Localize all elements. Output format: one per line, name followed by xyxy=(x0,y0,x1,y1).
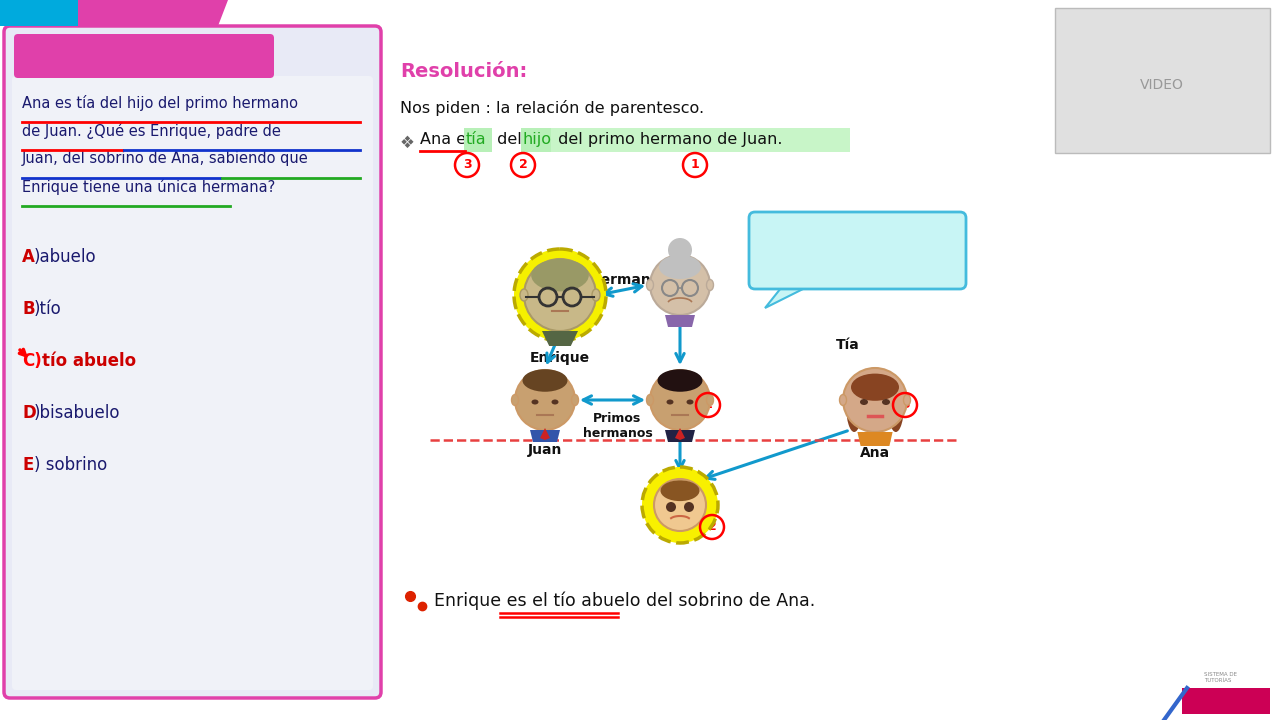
FancyBboxPatch shape xyxy=(1181,688,1270,714)
Polygon shape xyxy=(765,283,815,308)
Text: Juan, del sobrino de Ana, sabiendo que: Juan, del sobrino de Ana, sabiendo que xyxy=(22,151,308,166)
Ellipse shape xyxy=(904,395,910,405)
Text: Resolución:: Resolución: xyxy=(399,62,527,81)
Text: del: del xyxy=(492,132,527,147)
Text: )abuelo: )abuelo xyxy=(35,248,96,266)
FancyBboxPatch shape xyxy=(390,32,1270,692)
Text: Enrique: Enrique xyxy=(530,351,590,365)
FancyBboxPatch shape xyxy=(521,128,553,152)
Circle shape xyxy=(684,502,694,512)
Text: Tía: Tía xyxy=(836,338,860,352)
Circle shape xyxy=(650,370,710,430)
Circle shape xyxy=(650,255,710,315)
Circle shape xyxy=(844,368,908,432)
Ellipse shape xyxy=(512,395,518,405)
Text: B: B xyxy=(22,300,35,318)
Text: Enrique tiene una única hermana?: Enrique tiene una única hermana? xyxy=(22,179,275,195)
Ellipse shape xyxy=(531,259,589,292)
Text: 3: 3 xyxy=(462,158,471,171)
FancyBboxPatch shape xyxy=(12,76,372,690)
Ellipse shape xyxy=(660,480,699,501)
Text: )tío: )tío xyxy=(35,300,61,318)
Polygon shape xyxy=(530,430,561,442)
Text: E: E xyxy=(22,456,33,474)
Circle shape xyxy=(524,259,596,331)
Text: Nos piden : la relación de parentesco.: Nos piden : la relación de parentesco. xyxy=(399,100,704,116)
Ellipse shape xyxy=(888,381,904,432)
FancyBboxPatch shape xyxy=(465,128,492,152)
Polygon shape xyxy=(858,432,892,446)
Circle shape xyxy=(666,502,676,512)
Text: Juan: Juan xyxy=(527,443,562,457)
Text: 1: 1 xyxy=(691,158,699,171)
Ellipse shape xyxy=(571,395,579,405)
Text: Hermanos: Hermanos xyxy=(590,273,669,287)
Text: Primos
hermanos: Primos hermanos xyxy=(582,412,653,440)
Text: Ana es: Ana es xyxy=(420,132,480,147)
Ellipse shape xyxy=(846,381,863,432)
Ellipse shape xyxy=(851,374,899,401)
Text: ANUAL: ANUAL xyxy=(15,6,63,19)
Text: Ana es tía del hijo del primo hermano: Ana es tía del hijo del primo hermano xyxy=(22,95,298,111)
Circle shape xyxy=(643,467,718,543)
Ellipse shape xyxy=(522,369,567,392)
Polygon shape xyxy=(78,0,228,26)
FancyBboxPatch shape xyxy=(749,212,966,289)
Text: tía: tía xyxy=(466,132,486,147)
Circle shape xyxy=(668,238,692,262)
Ellipse shape xyxy=(840,395,846,405)
FancyBboxPatch shape xyxy=(4,26,381,698)
Polygon shape xyxy=(666,430,695,442)
Ellipse shape xyxy=(552,400,558,405)
Circle shape xyxy=(515,249,605,341)
Text: Ana: Ana xyxy=(860,446,890,460)
Text: SISTEMA DE
TUTORÍAS: SISTEMA DE TUTORÍAS xyxy=(1204,672,1236,683)
Text: hijo: hijo xyxy=(524,132,552,147)
Text: SAN MARCOS: SAN MARCOS xyxy=(101,6,195,19)
Ellipse shape xyxy=(520,289,529,301)
FancyBboxPatch shape xyxy=(550,128,850,152)
Ellipse shape xyxy=(686,400,694,405)
Ellipse shape xyxy=(659,255,701,279)
Ellipse shape xyxy=(646,279,654,290)
Text: )bisabuelo: )bisabuelo xyxy=(35,404,120,422)
Circle shape xyxy=(515,370,575,430)
Text: ) sobrino: ) sobrino xyxy=(35,456,108,474)
FancyBboxPatch shape xyxy=(14,34,274,78)
Circle shape xyxy=(654,479,707,531)
Text: tío abuelo: tío abuelo xyxy=(42,352,136,370)
Ellipse shape xyxy=(667,400,673,405)
Text: PROBLEMA  02: PROBLEMA 02 xyxy=(76,47,212,65)
Text: D: D xyxy=(22,404,36,422)
Text: 2: 2 xyxy=(708,521,717,534)
Text: Enrique es el tío abuelo del sobrino de Ana.: Enrique es el tío abuelo del sobrino de … xyxy=(434,592,815,611)
Ellipse shape xyxy=(707,395,713,405)
Text: 3: 3 xyxy=(901,398,909,412)
Ellipse shape xyxy=(646,395,654,405)
Text: Ana puede ser Esposa o
hermana o prima de Juan.: Ana puede ser Esposa o hermana o prima d… xyxy=(776,236,940,264)
Text: ADUNI: ADUNI xyxy=(1203,695,1248,708)
Ellipse shape xyxy=(882,399,890,405)
Ellipse shape xyxy=(860,399,868,405)
Text: 2: 2 xyxy=(518,158,527,171)
Text: 1: 1 xyxy=(704,398,713,412)
Text: VIDEO: VIDEO xyxy=(1140,78,1184,92)
Ellipse shape xyxy=(658,369,703,392)
Polygon shape xyxy=(675,428,685,440)
Polygon shape xyxy=(666,315,695,327)
Text: C): C) xyxy=(22,352,42,370)
Ellipse shape xyxy=(591,289,600,301)
Text: ❖: ❖ xyxy=(399,134,415,152)
Polygon shape xyxy=(540,428,550,440)
FancyBboxPatch shape xyxy=(1055,8,1270,153)
FancyBboxPatch shape xyxy=(0,0,78,26)
Polygon shape xyxy=(541,331,579,346)
Text: A: A xyxy=(22,248,35,266)
Ellipse shape xyxy=(531,400,539,405)
Text: de Juan. ¿Qué es Enrique, padre de: de Juan. ¿Qué es Enrique, padre de xyxy=(22,123,280,139)
Ellipse shape xyxy=(707,279,713,290)
Text: del primo hermano de Juan.: del primo hermano de Juan. xyxy=(553,132,782,147)
